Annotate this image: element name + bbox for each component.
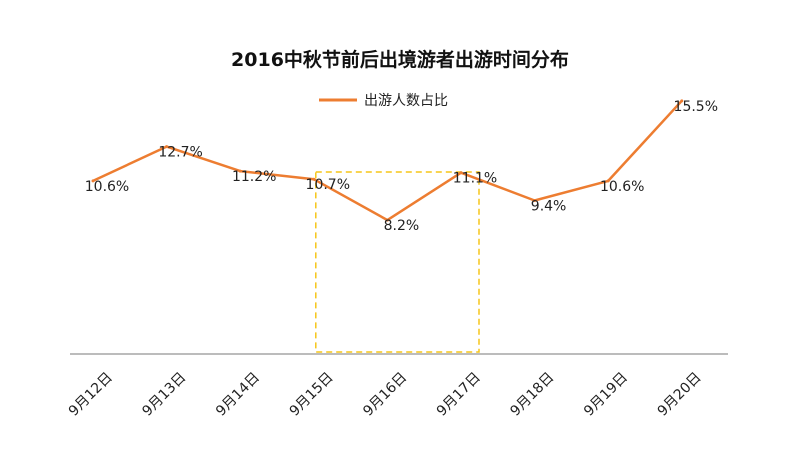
legend-label: 出游人数占比 <box>364 93 448 109</box>
data-label: 10.6% <box>600 179 644 195</box>
x-tick-label: 9月16日 <box>360 370 410 420</box>
chart-title: 2016中秋节前后出境游者出游时间分布 <box>231 48 569 71</box>
data-label: 10.7% <box>306 177 350 193</box>
data-point <box>238 169 242 173</box>
data-point <box>312 177 316 181</box>
x-tick-label: 9月13日 <box>139 370 189 420</box>
data-point <box>165 145 169 149</box>
data-label: 12.7% <box>158 145 202 161</box>
data-label: 15.5% <box>674 99 718 115</box>
data-point <box>385 218 389 222</box>
x-tick-label: 9月12日 <box>66 370 116 420</box>
data-point <box>680 99 684 103</box>
x-tick-label: 9月19日 <box>581 370 631 420</box>
data-point <box>533 198 537 202</box>
x-tick-label: 9月14日 <box>213 370 263 420</box>
x-tick-label: 9月17日 <box>434 370 484 420</box>
data-label: 8.2% <box>384 218 420 234</box>
data-point <box>91 179 95 183</box>
data-label: 9.4% <box>531 198 567 214</box>
legend: 出游人数占比 <box>319 93 448 109</box>
data-point <box>606 179 610 183</box>
data-point <box>459 171 463 175</box>
data-label: 10.6% <box>85 179 129 195</box>
highlight-box <box>315 171 480 353</box>
x-tick-label: 9月18日 <box>507 370 557 420</box>
x-tick-label: 9月20日 <box>655 370 705 420</box>
data-label: 11.1% <box>453 171 497 187</box>
data-label: 11.2% <box>232 169 276 185</box>
x-tick-label: 9月15日 <box>287 370 337 420</box>
